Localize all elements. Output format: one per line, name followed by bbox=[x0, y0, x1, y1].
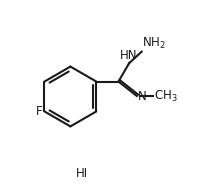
Text: HN: HN bbox=[120, 49, 138, 62]
Text: N: N bbox=[138, 90, 147, 102]
Text: F: F bbox=[36, 105, 43, 118]
Text: HI: HI bbox=[76, 167, 88, 180]
Text: NH$_2$: NH$_2$ bbox=[142, 36, 166, 51]
Text: CH$_3$: CH$_3$ bbox=[154, 88, 177, 104]
